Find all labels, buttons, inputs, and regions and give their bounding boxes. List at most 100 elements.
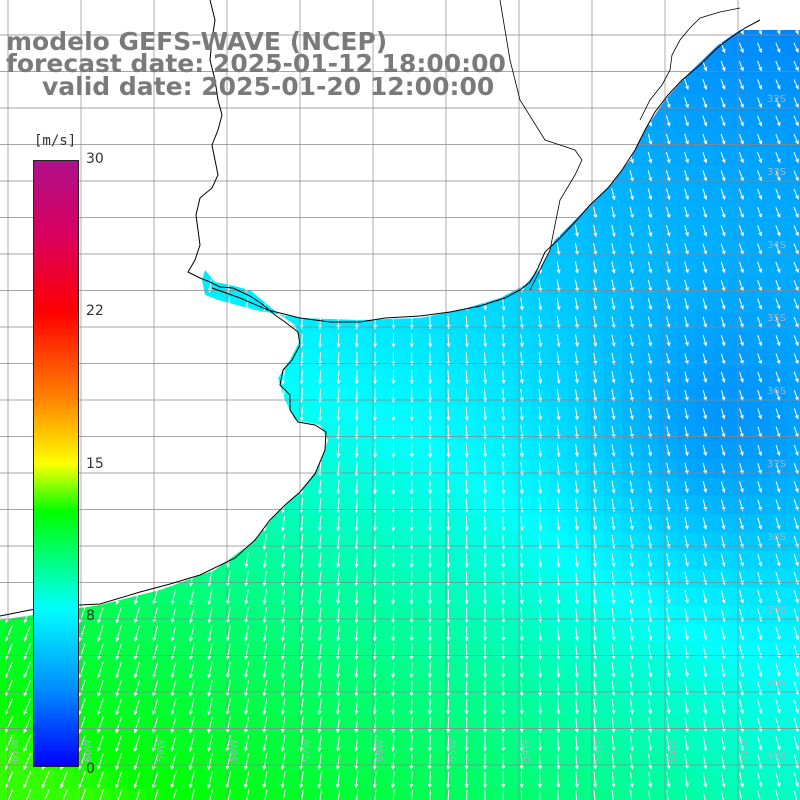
wind-cell <box>109 788 129 800</box>
lat-label: 34S <box>767 240 786 251</box>
wind-cell <box>786 276 800 295</box>
wind-cell <box>786 38 800 58</box>
wind-cell <box>786 422 800 442</box>
lon-label: 55W <box>448 739 459 762</box>
wind-cell <box>658 788 678 800</box>
wind-cell <box>0 788 19 800</box>
wind-cell <box>695 788 715 800</box>
wind-cell <box>18 788 38 800</box>
colorbar-tick-8: 8 <box>86 608 95 624</box>
wind-cell <box>786 550 800 570</box>
wind-arrow <box>702 60 708 72</box>
wind-cell <box>786 166 800 186</box>
wind-arrow <box>757 79 763 90</box>
wind-cell <box>786 440 800 460</box>
wind-cell <box>201 788 221 800</box>
lon-label: 61W <box>10 739 21 762</box>
wind-cell <box>146 788 166 800</box>
wind-arrow <box>702 78 708 91</box>
wind-cell <box>786 221 800 241</box>
wind-cell <box>750 30 770 39</box>
wind-cell <box>585 788 605 800</box>
wind-cell <box>732 788 751 800</box>
wind-cell <box>786 386 800 405</box>
lon-label: 58W <box>229 739 240 762</box>
wind-cell <box>237 788 257 800</box>
lat-label: 32S <box>767 94 786 105</box>
colorbar-unit: [m/s] <box>34 133 77 149</box>
wind-arrow <box>775 30 781 35</box>
lon-label: 53W <box>594 739 605 762</box>
wind-cell <box>786 404 800 424</box>
wind-cell <box>219 788 239 800</box>
wind-cell <box>786 111 800 131</box>
wind-cell <box>183 788 202 800</box>
colorbar-tick-22: 22 <box>86 303 104 319</box>
wind-cell <box>786 184 800 204</box>
wind-cell <box>786 74 800 94</box>
wind-cell <box>786 30 800 39</box>
wind-cell <box>786 477 800 497</box>
wind-cell <box>786 532 800 552</box>
lat-label: 35S <box>767 313 786 324</box>
wind-cell <box>73 788 92 800</box>
wind-cell <box>786 331 800 350</box>
wind-cell <box>786 514 800 533</box>
lon-label: 56W <box>375 739 386 762</box>
wind-arrow <box>775 60 781 72</box>
lon-label: 51W <box>740 739 751 762</box>
wind-cell <box>640 788 660 800</box>
wind-arrow <box>793 30 799 35</box>
wind-arrow <box>720 79 726 90</box>
wind-cell <box>768 30 788 39</box>
colorbar <box>33 160 79 767</box>
wind-arrow <box>738 42 744 54</box>
wind-cell <box>786 788 800 800</box>
wind-cell <box>768 788 788 800</box>
wind-cell <box>786 294 800 314</box>
wind-arrow <box>757 60 763 72</box>
wind-arrow <box>665 97 671 109</box>
wind-arrow <box>684 97 689 109</box>
wind-arrow <box>757 30 763 35</box>
lon-label: 52W <box>667 739 678 762</box>
wind-cell <box>786 312 800 332</box>
wind-cell <box>786 239 800 259</box>
wind-cell <box>713 788 733 800</box>
wind-cell <box>622 788 641 800</box>
wind-cell <box>786 93 800 112</box>
wind-cell <box>603 788 623 800</box>
lat-label: 37S <box>767 459 786 470</box>
lat-label: 40S <box>767 678 786 689</box>
wind-cell <box>54 788 74 800</box>
wind-cell <box>91 788 111 800</box>
wind-arrow <box>793 60 799 72</box>
wind-arrow <box>684 78 689 91</box>
wind-arrow <box>738 79 744 90</box>
wind-cell <box>786 148 800 167</box>
wind-cell <box>786 129 800 149</box>
lon-label: 60W <box>83 739 94 762</box>
wind-arrow <box>720 60 726 72</box>
lat-label: 38S <box>767 532 786 543</box>
lat-label: 41S <box>767 751 786 762</box>
wind-cell <box>36 788 56 800</box>
wind-cell <box>786 56 800 76</box>
wind-arrow <box>738 60 744 72</box>
wind-cell <box>750 788 770 800</box>
lon-label: 54W <box>521 739 532 762</box>
wind-cell <box>786 495 800 515</box>
lon-label: 57W <box>302 739 313 762</box>
wind-cell <box>677 788 696 800</box>
colorbar-tick-15: 15 <box>86 456 104 472</box>
wind-arrow <box>757 42 763 54</box>
lat-label: 36S <box>767 386 786 397</box>
wind-cell <box>786 203 800 222</box>
wind-cell <box>164 788 184 800</box>
lat-label: 33S <box>767 167 786 178</box>
wind-cell <box>786 459 800 478</box>
lat-label: 39S <box>767 605 786 616</box>
wind-cell <box>786 349 800 369</box>
wind-arrow <box>775 79 781 90</box>
